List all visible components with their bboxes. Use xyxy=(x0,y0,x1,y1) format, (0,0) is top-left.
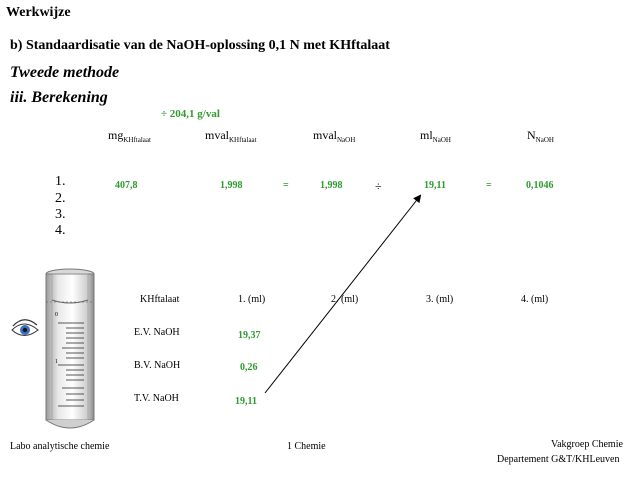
value-normality: 0,1046 xyxy=(526,180,554,191)
column-header-mg: mgKHftalaat xyxy=(108,128,151,144)
divide-sign: ÷ xyxy=(375,179,382,193)
footer-right-line1: Vakgroep Chemie xyxy=(551,439,623,450)
row-number-3: 3. xyxy=(55,207,66,222)
row-value-tv: 19,11 xyxy=(235,396,257,407)
column-header-mval-khftalaat: mvalKHftalaat xyxy=(205,128,257,144)
row-value-bv: 0,26 xyxy=(240,362,258,373)
table-header-1: 1. (ml) xyxy=(238,294,266,305)
section-title: iii. Berekening xyxy=(10,89,108,106)
heading: Werkwijze xyxy=(6,5,71,20)
row-label-ev: E.V. NaOH xyxy=(134,327,180,338)
row-number-4: 4. xyxy=(55,223,66,238)
row-value-ev: 19,37 xyxy=(238,330,261,341)
row-number-1: 1. xyxy=(55,174,66,189)
footer-center: 1 Chemie xyxy=(287,441,326,452)
divisor-note: ÷ 204,1 g/val xyxy=(161,108,220,120)
table-header-khftalaat: KHftalaat xyxy=(140,294,180,305)
row-number-2: 2. xyxy=(55,191,66,206)
row-label-bv: B.V. NaOH xyxy=(134,360,181,371)
equals-sign-1: = xyxy=(283,180,289,191)
burette-mark-1: 1 xyxy=(55,359,58,365)
value-ml-naoh: 19,11 xyxy=(424,180,446,191)
footer-left: Labo analytische chemie xyxy=(10,441,110,452)
method-title: Tweede methode xyxy=(10,64,120,81)
column-header-mval-naoh: mvalNaOH xyxy=(313,128,356,144)
column-header-n-naoh: NNaOH xyxy=(527,128,554,144)
column-header-ml-naoh: mlNaOH xyxy=(420,128,451,144)
table-header-3: 3. (ml) xyxy=(426,294,454,305)
footer-right-line2: Departement G&T/KHLeuven xyxy=(497,454,620,465)
value-mg: 407,8 xyxy=(115,180,138,191)
value-mval-khftalaat: 1,998 xyxy=(220,180,243,191)
table-header-2: 2. (ml) xyxy=(331,294,359,305)
value-mval-naoh: 1,998 xyxy=(320,180,343,191)
equals-sign-2: = xyxy=(486,180,492,191)
subtitle: b) Standaardisatie van de NaOH-oplossing… xyxy=(10,38,390,53)
burette-mark-0: 0 xyxy=(55,312,58,318)
table-header-4: 4. (ml) xyxy=(521,294,549,305)
row-label-tv: T.V. NaOH xyxy=(134,393,179,404)
